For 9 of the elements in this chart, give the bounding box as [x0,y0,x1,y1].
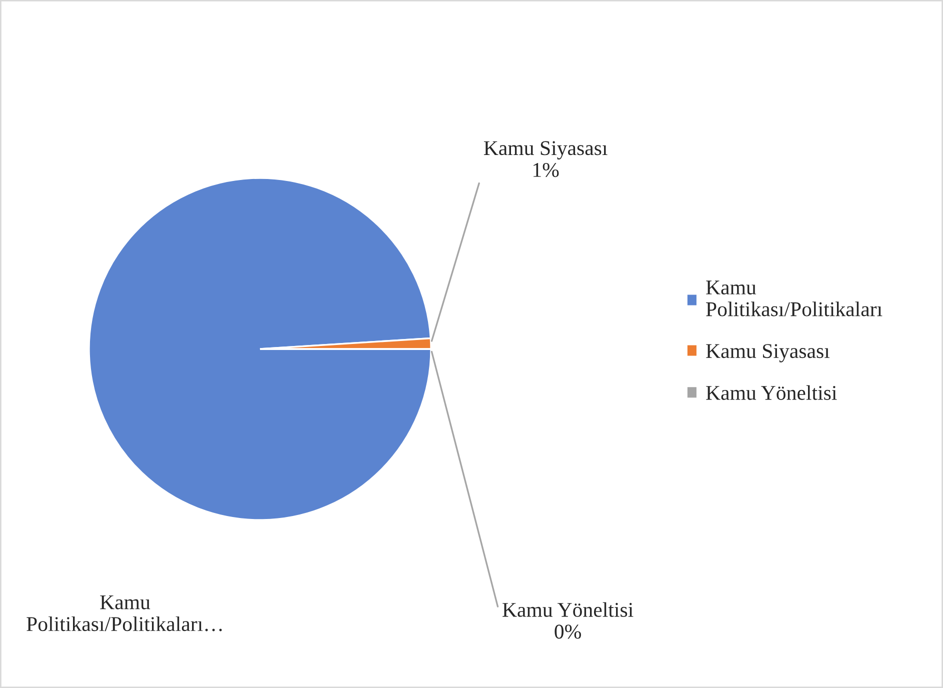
slice-label: Kamu Siyasası [484,141,608,160]
legend-label: Kamu Politikası/Politikaları [706,280,882,316]
pie-slice [88,177,432,521]
legend-label: Kamu Yöneltisi [706,385,837,400]
text: Kamu Politikası/Politikaları… [26,595,222,632]
text: 0% [554,624,581,639]
category-label: Kamu Yöneltisi [502,602,634,617]
data-label: 1% [534,162,559,178]
legend-label: Kamu Siyasası [706,344,830,362]
